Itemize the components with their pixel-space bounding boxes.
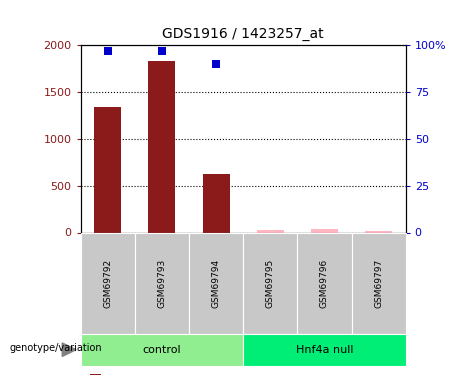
Bar bbox=[202, 174, 230, 232]
Text: GSM69795: GSM69795 bbox=[266, 258, 275, 308]
Text: genotype/variation: genotype/variation bbox=[9, 343, 102, 353]
Bar bbox=[148, 61, 176, 232]
Text: GSM69797: GSM69797 bbox=[374, 258, 383, 308]
Bar bbox=[94, 107, 121, 232]
Text: Hnf4a null: Hnf4a null bbox=[296, 345, 353, 355]
Point bbox=[213, 61, 220, 67]
Point bbox=[104, 48, 112, 54]
Point bbox=[375, 4, 382, 10]
Text: GSM69793: GSM69793 bbox=[157, 258, 166, 308]
Text: GSM69796: GSM69796 bbox=[320, 258, 329, 308]
Bar bbox=[365, 231, 392, 232]
Point bbox=[158, 48, 165, 54]
Bar bbox=[257, 230, 284, 232]
Polygon shape bbox=[62, 343, 76, 356]
Title: GDS1916 / 1423257_at: GDS1916 / 1423257_at bbox=[162, 27, 324, 41]
Bar bbox=[90, 374, 101, 375]
Text: GSM69792: GSM69792 bbox=[103, 259, 112, 308]
Text: control: control bbox=[142, 345, 181, 355]
Text: GSM69794: GSM69794 bbox=[212, 259, 221, 308]
Point bbox=[266, 23, 274, 29]
Bar bbox=[311, 229, 338, 232]
